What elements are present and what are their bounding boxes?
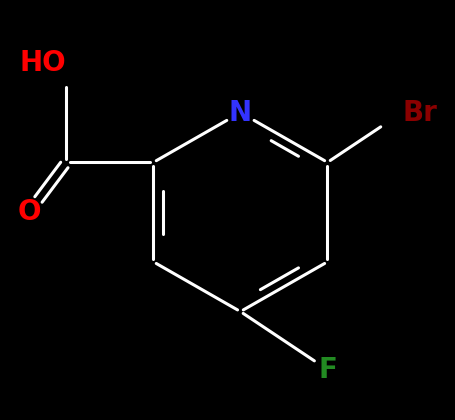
Text: HO: HO: [20, 49, 66, 77]
Text: F: F: [317, 356, 336, 383]
Text: O: O: [17, 198, 40, 226]
Text: N: N: [228, 99, 252, 126]
Text: Br: Br: [401, 99, 436, 126]
